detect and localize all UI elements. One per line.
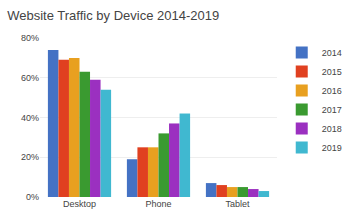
svg-text:0%: 0% bbox=[26, 192, 39, 202]
svg-text:2018: 2018 bbox=[322, 124, 342, 134]
svg-text:20%: 20% bbox=[21, 152, 39, 162]
svg-text:Website Traffic by Device 2014: Website Traffic by Device 2014-2019 bbox=[7, 8, 219, 23]
svg-text:2019: 2019 bbox=[322, 143, 342, 153]
svg-text:Phone: Phone bbox=[145, 199, 171, 209]
svg-text:2014: 2014 bbox=[322, 48, 342, 58]
svg-text:60%: 60% bbox=[21, 73, 39, 83]
svg-text:Desktop: Desktop bbox=[63, 199, 96, 209]
svg-text:Tablet: Tablet bbox=[225, 199, 250, 209]
svg-text:40%: 40% bbox=[21, 113, 39, 123]
svg-text:2017: 2017 bbox=[322, 105, 342, 115]
svg-text:2015: 2015 bbox=[322, 67, 342, 77]
svg-text:80%: 80% bbox=[21, 33, 39, 43]
svg-text:2016: 2016 bbox=[322, 86, 342, 96]
